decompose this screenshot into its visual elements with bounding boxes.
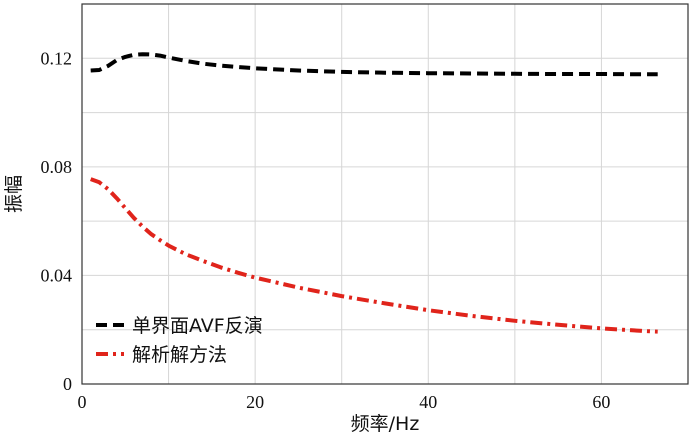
x-axis-title: 频率/Hz xyxy=(351,413,420,435)
plot-series xyxy=(90,52,658,334)
y-tick-label: 0.04 xyxy=(41,265,73,285)
x-tick-label: 0 xyxy=(78,392,87,412)
y-tick-label: 0 xyxy=(63,374,72,394)
x-tick-label: 20 xyxy=(246,392,264,412)
y-tick-label: 0.08 xyxy=(41,157,73,177)
y-tick-label: 0.12 xyxy=(41,48,73,68)
legend: 单界面AVF反演 解析解方法 xyxy=(96,315,263,366)
series-line-0 xyxy=(90,52,658,77)
x-tick-label: 40 xyxy=(419,392,437,412)
grid xyxy=(82,4,688,384)
axis-ticks: 0 20 40 60 0 0.04 0.08 0.12 xyxy=(41,48,611,412)
plot-frame xyxy=(81,3,689,385)
series-line-1 xyxy=(90,177,658,334)
x-tick-label: 60 xyxy=(592,392,610,412)
y-axis-title: 振幅 xyxy=(3,175,25,213)
legend-label-avf: 单界面AVF反演 xyxy=(132,315,263,337)
legend-label-analytic: 解析解方法 xyxy=(132,344,227,366)
